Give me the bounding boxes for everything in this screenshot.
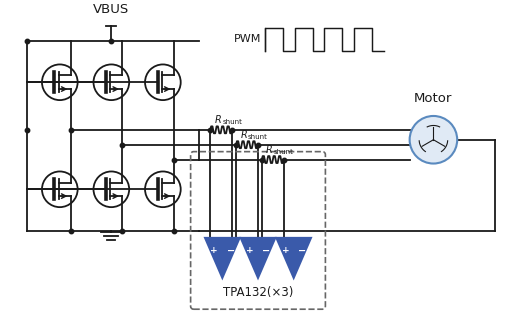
Text: −: −: [298, 246, 306, 256]
Text: Motor: Motor: [414, 92, 453, 105]
Text: PWM: PWM: [234, 34, 261, 44]
Text: +: +: [246, 246, 253, 255]
Circle shape: [410, 116, 457, 164]
Text: TPA132(×3): TPA132(×3): [223, 286, 293, 299]
Text: +: +: [210, 246, 218, 255]
Text: VBUS: VBUS: [93, 3, 130, 16]
Text: shunt: shunt: [274, 149, 294, 155]
Text: −: −: [226, 246, 235, 256]
Polygon shape: [275, 237, 312, 280]
Text: shunt: shunt: [248, 134, 268, 140]
Text: shunt: shunt: [222, 120, 242, 126]
Polygon shape: [239, 237, 277, 280]
Text: −: −: [262, 246, 270, 256]
Polygon shape: [204, 237, 241, 280]
Text: +: +: [282, 246, 289, 255]
Text: R: R: [266, 145, 273, 155]
Text: R: R: [240, 130, 247, 140]
Text: R: R: [214, 115, 221, 126]
